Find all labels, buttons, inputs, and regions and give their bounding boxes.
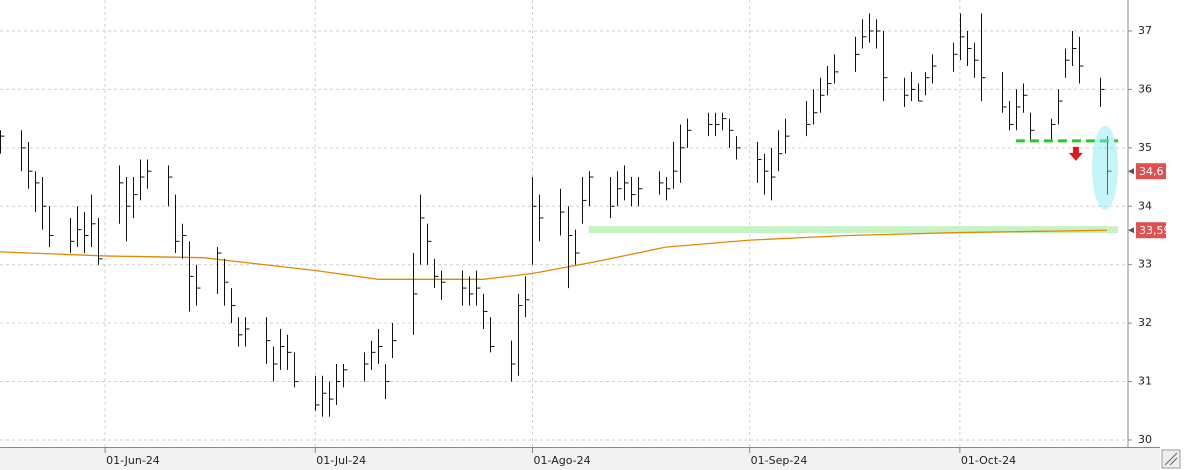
price-label-box bbox=[1136, 222, 1166, 239]
price-label: 33,59 bbox=[1139, 224, 1171, 237]
y-tick-label: 35 bbox=[1138, 141, 1152, 154]
highlight bbox=[1091, 125, 1118, 210]
price-pointer bbox=[1128, 227, 1134, 234]
x-tick-label: 01-Jun-24 bbox=[106, 454, 160, 467]
zoom-icon bbox=[1164, 452, 1178, 466]
down-arrow bbox=[1068, 146, 1083, 161]
y-tick-label: 31 bbox=[1138, 375, 1152, 388]
plot-area bbox=[0, 0, 1128, 447]
support-band bbox=[588, 226, 1118, 234]
y-tick-label: 33 bbox=[1138, 258, 1152, 271]
price-label-box bbox=[1136, 163, 1166, 180]
moving-average bbox=[0, 229, 1107, 280]
x-tick-label: 01-Jul-24 bbox=[316, 454, 366, 467]
x-axis-band bbox=[0, 448, 1160, 470]
x-tick-label: 01-Sep-24 bbox=[751, 454, 808, 467]
price-pointer bbox=[1128, 168, 1134, 175]
y-tick-label: 36 bbox=[1138, 82, 1152, 95]
y-tick-label: 30 bbox=[1138, 433, 1152, 446]
y-tick-label: 34 bbox=[1138, 199, 1152, 212]
price-label: 34,6 bbox=[1139, 165, 1164, 178]
y-tick-label: 32 bbox=[1138, 316, 1152, 329]
x-tick-label: 01-Ago-24 bbox=[533, 454, 590, 467]
x-tick-label: 01-Oct-24 bbox=[961, 454, 1016, 467]
y-tick-label: 37 bbox=[1138, 24, 1152, 37]
